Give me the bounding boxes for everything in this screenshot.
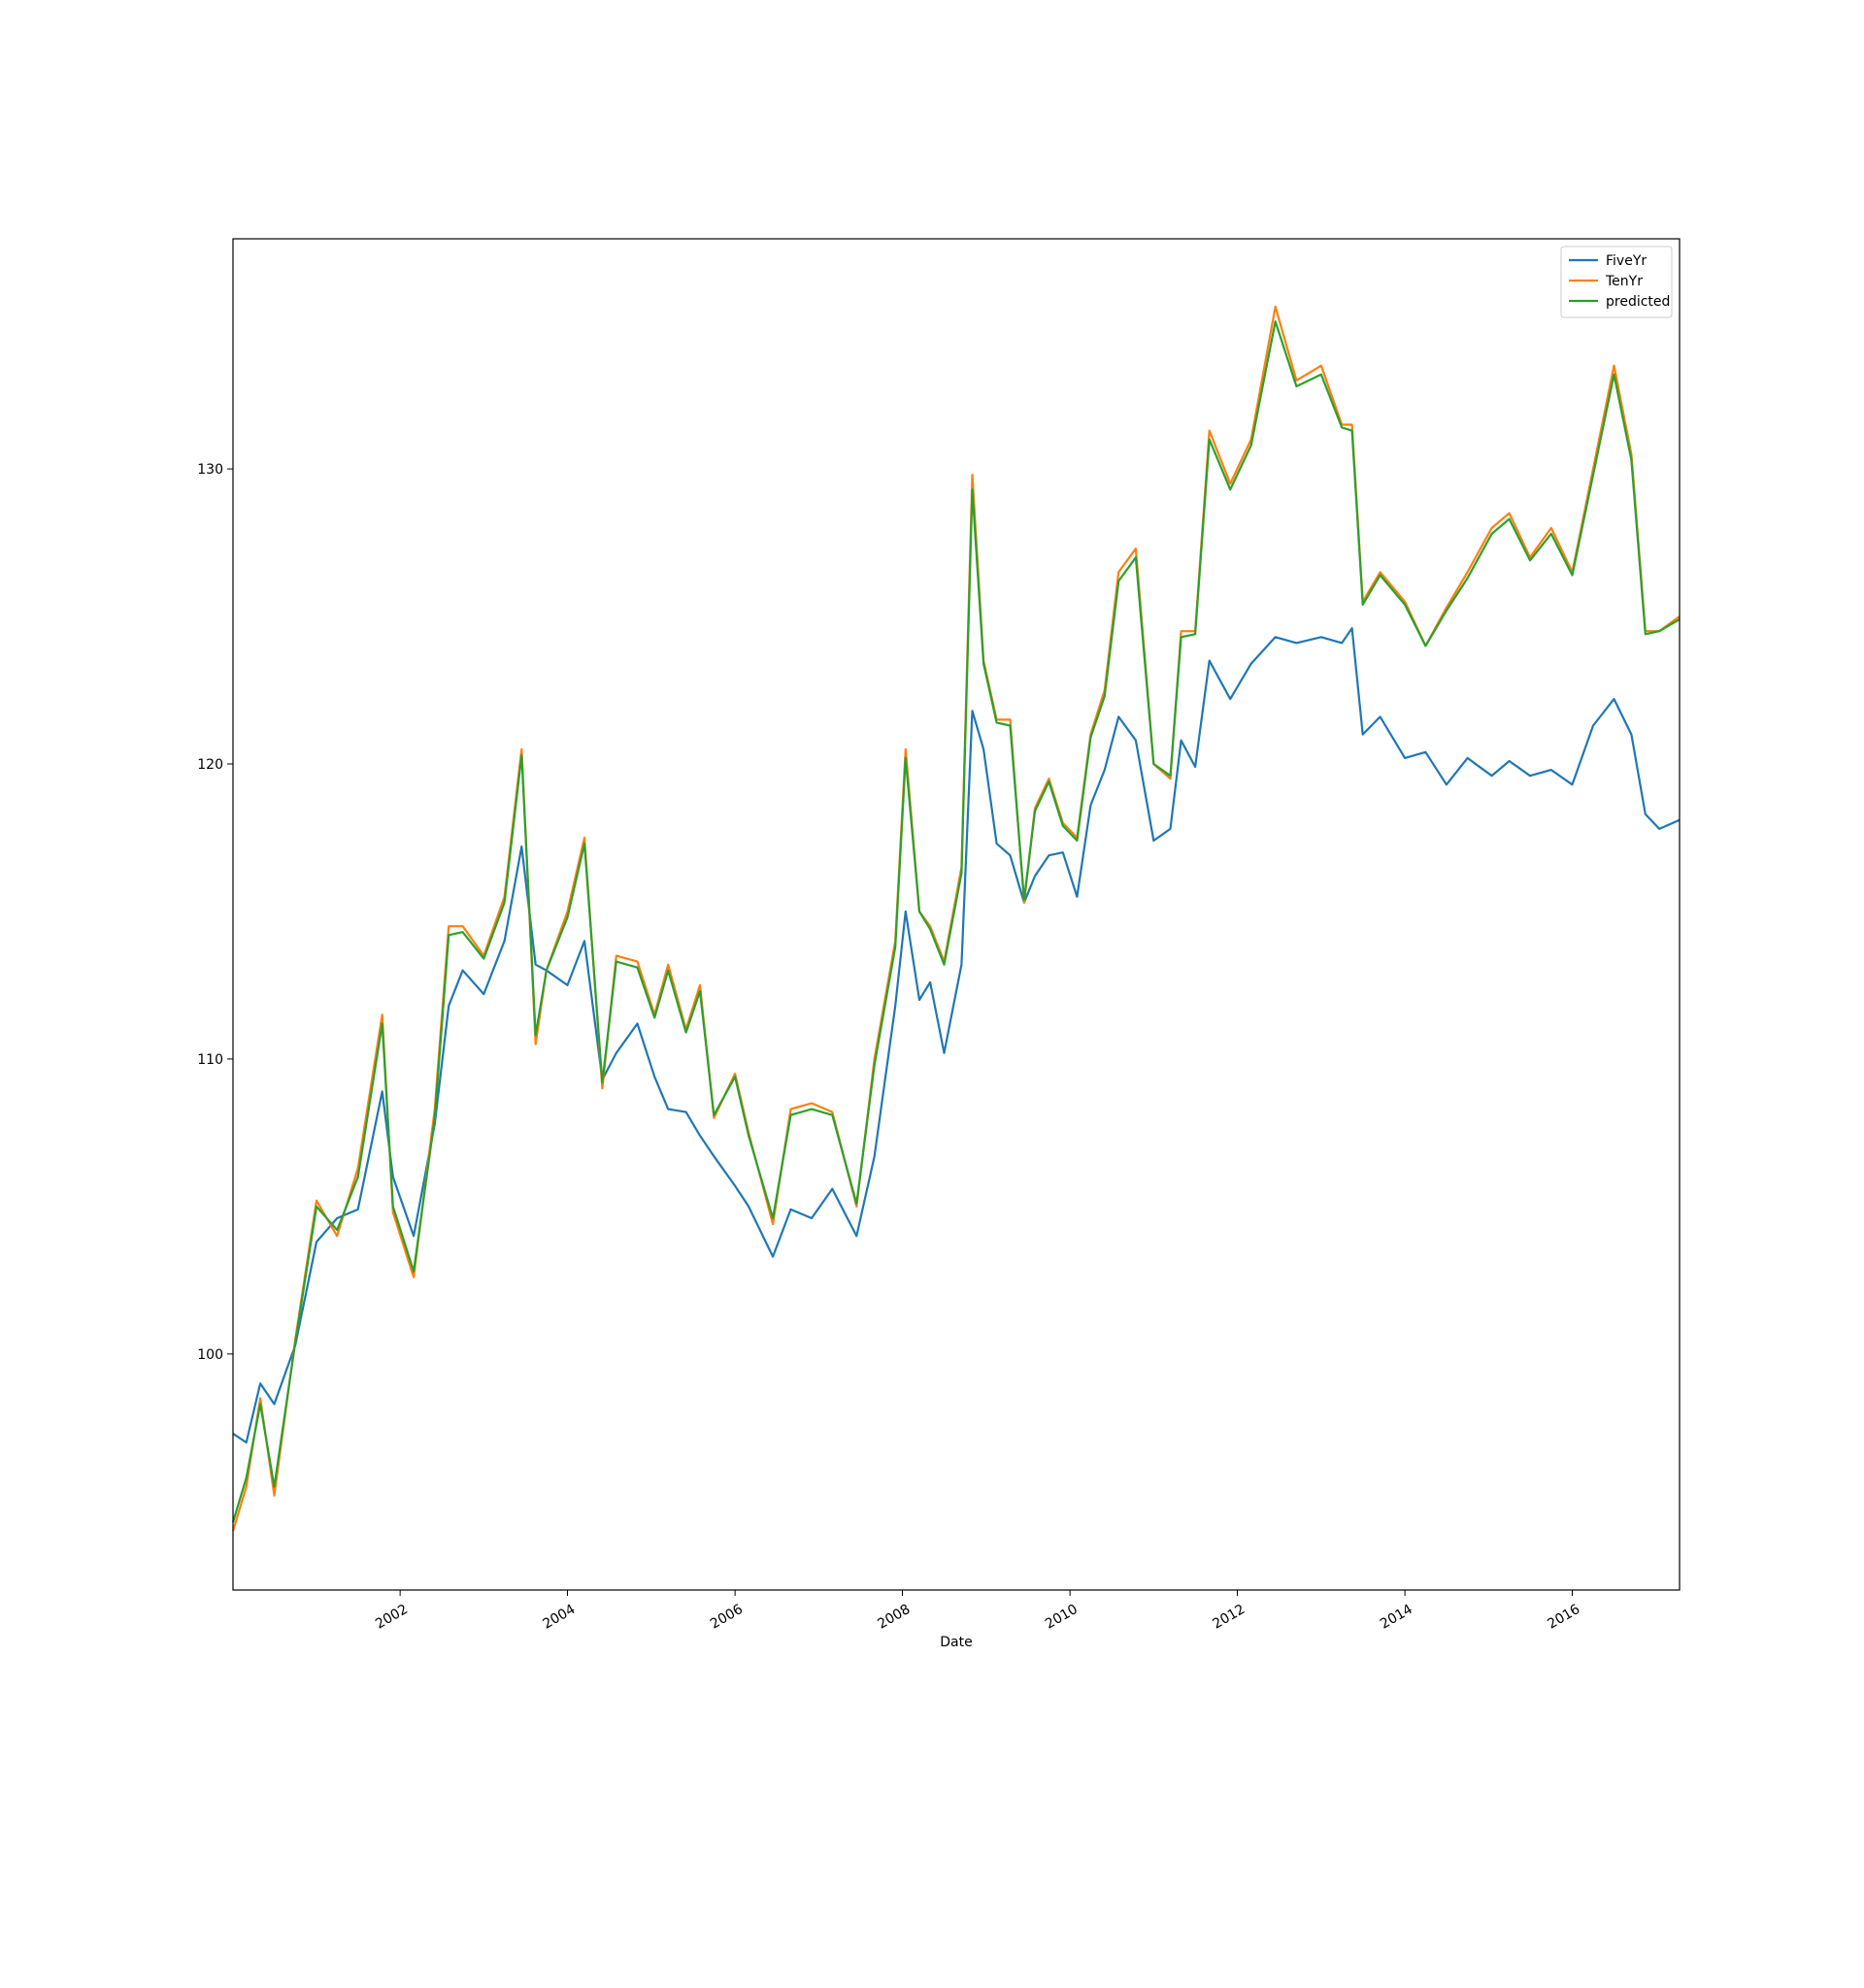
legend-label-FiveYr: FiveYr (1606, 253, 1647, 269)
legend: FiveYr TenYr predicted (1560, 246, 1673, 318)
series-layer (231, 305, 1681, 1532)
y-axis: 100 110 120 130 (197, 462, 233, 1363)
y-tick-label: 130 (197, 462, 223, 478)
series-line-FiveYr (232, 627, 1681, 1444)
plot-frame (232, 238, 1681, 1591)
legend-label-TenYr: TenYr (1605, 274, 1643, 289)
y-tick-label: 110 (197, 1052, 223, 1068)
y-tick-label: 100 (197, 1347, 223, 1363)
series-line-predicted (231, 320, 1681, 1523)
legend-box (1560, 246, 1673, 318)
y-tick-label: 120 (197, 757, 223, 773)
legend-label-predicted: predicted (1606, 294, 1670, 310)
x-axis-label: Date (940, 1635, 972, 1650)
